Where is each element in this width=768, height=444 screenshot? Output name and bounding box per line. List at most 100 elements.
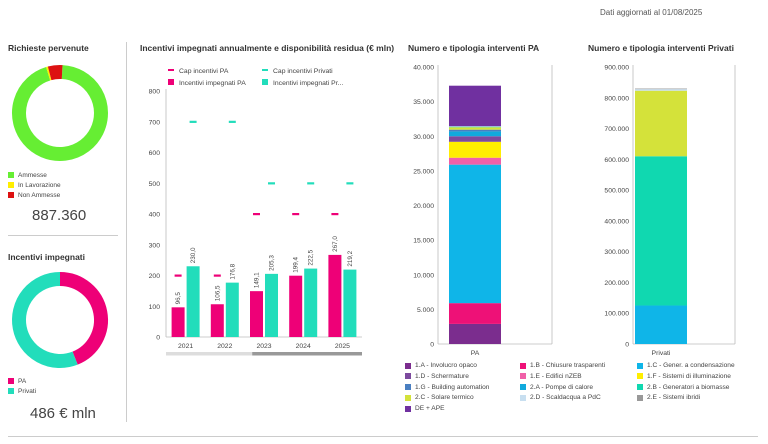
legend-non-ammesse[interactable]: Non Ammesse	[8, 190, 61, 200]
legend-item-1-f-sistemi-di-illuminazione[interactable]: 1.F - Sistemi di illuminazione	[637, 373, 731, 380]
legend-label: Non Ammesse	[18, 191, 61, 199]
vertical-divider	[126, 42, 127, 422]
y-tick-label: 200.000	[604, 280, 629, 287]
stack-segment-1-e-edifici-nzeb	[449, 157, 501, 165]
data-label: 199,4	[293, 256, 300, 272]
stack-segment-de-ape	[449, 85, 501, 127]
pa-interventions-chart: 0 5.000 10.000 15.000 20.000 25.000 30.000 35.0…	[413, 65, 553, 357]
richieste-donut[interactable]	[5, 58, 115, 168]
legend-item-1-g-building-automation[interactable]: 1.G - Building automation	[405, 384, 489, 391]
annual-incentives-chart: Cap incentivi PA Cap incentivi Privati Inc…	[149, 68, 362, 356]
legend-swatch	[637, 384, 643, 391]
data-label: 222,5	[308, 249, 315, 265]
richieste-legend: Ammesse In Lavorazione Non Ammesse	[8, 170, 61, 200]
legend-swatch	[520, 384, 526, 391]
bar-pa-2023	[250, 291, 263, 337]
legend-label: 2.D - Scaldacqua a PdC	[530, 394, 601, 402]
legend-item-1-e-edifici-nzeb[interactable]: 1.E - Edifici nZEB	[520, 373, 582, 380]
privati-chart-title: Numero e tipologia interventi Privati	[588, 43, 734, 53]
y-tick-label: 20.000	[413, 203, 434, 210]
privati-interventions-chart: 0 100.000 200.000 300.000 400.000 500.000 600.…	[604, 65, 736, 357]
legend-swatch	[8, 388, 14, 394]
y-tick-label: 5.000	[417, 307, 434, 314]
legend-label: Cap incentivi Privati	[273, 68, 333, 75]
data-label: 96,5	[175, 292, 182, 305]
y-tick-label: 300.000	[604, 249, 629, 256]
legend-swatch	[8, 172, 14, 178]
last-updated-label: Dati aggiornati al 01/08/2025	[600, 8, 703, 17]
legend-item-1-b-chiusure-trasparenti[interactable]: 1.B - Chiusure trasparenti	[520, 362, 605, 369]
cap-privati-marker-2021	[189, 120, 197, 123]
x-tick-label: PA	[471, 350, 480, 357]
y-tick-label: 100.000	[604, 311, 629, 318]
data-label: 176,8	[229, 263, 236, 279]
legend-item-2-a-pompe-di-calore[interactable]: 2.A - Pompe di calore	[520, 384, 593, 391]
y-tick-label: 400.000	[604, 218, 629, 225]
cap-privati-marker-2023	[268, 182, 275, 185]
bottom-divider	[8, 436, 758, 437]
legend-swatch	[405, 394, 411, 401]
y-tick-label: 10.000	[413, 272, 434, 279]
legend-label: DE + APE	[415, 405, 445, 413]
x-tick-label: Privati	[652, 350, 671, 357]
legend-swatch	[637, 394, 643, 401]
y-tick-label: 300	[149, 242, 161, 249]
data-label: 219,2	[347, 250, 354, 266]
y-tick-label: 700	[149, 119, 161, 126]
bar-pa-2022	[210, 304, 224, 337]
cap-pa-marker-2024	[292, 213, 300, 216]
legend-pa[interactable]: PA	[8, 376, 36, 386]
stack-segment-1-d-schermature	[449, 136, 501, 142]
legend-swatch	[520, 373, 526, 380]
legend-item-2-b-generatori-a-biomasse[interactable]: 2.B - Generatori a biomasse	[637, 384, 729, 391]
legend-swatch	[8, 378, 14, 384]
stack-segment-1-c-gener-a-condensazione	[635, 305, 687, 344]
y-tick-label: 0	[625, 342, 629, 349]
stack-segment-2-b-generatori-a-biomasse	[449, 126, 501, 128]
donut-slice-ammesse	[12, 65, 108, 161]
legend-swatch	[637, 362, 643, 369]
data-label: 149,1	[254, 272, 261, 288]
stack-segment-2-b-generatori-a-biomasse	[635, 156, 687, 306]
cap-privati-marker-2022	[228, 120, 236, 123]
legend-privati[interactable]: Privati	[8, 386, 36, 396]
x-tick-label: 2021	[178, 343, 193, 350]
y-tick-label: 35.000	[413, 99, 434, 106]
y-tick-label: 15.000	[413, 238, 434, 245]
legend-item-2-d-scaldacqua-a-pdc[interactable]: 2.D - Scaldacqua a PdC	[520, 394, 601, 401]
y-tick-label: 200	[149, 273, 161, 280]
legend-item-1-a-involucro-opaco[interactable]: 1.A - Involucro opaco	[405, 362, 477, 369]
y-tick-label: 900.000	[604, 65, 629, 72]
data-label: 205,3	[269, 255, 276, 271]
x-tick-label: 2022	[217, 343, 232, 350]
legend-swatch	[405, 384, 411, 391]
legend-label: PA	[18, 377, 27, 385]
legend-item-1-c-gener-a-condensazione[interactable]: 1.C - Gener. a condensazione	[637, 362, 735, 369]
y-tick-label: 100	[149, 304, 161, 311]
stack-segment-1-a-involucro-opaco	[449, 323, 501, 344]
cap-pa-marker-2021	[174, 274, 182, 277]
range-selector	[252, 352, 362, 356]
bar-pa-2025	[328, 254, 342, 337]
stack-segment-1-f-sistemi-di-illuminazione	[449, 141, 501, 158]
stack-segment-2-d-scaldacqua-a-pdc	[635, 89, 687, 91]
x-tick-label: 2023	[256, 343, 271, 350]
pa-chart-title: Numero e tipologia interventi PA	[408, 43, 540, 53]
bar-privati-2022	[225, 282, 239, 337]
legend-item-1-d-schermature[interactable]: 1.D - Schermature	[405, 373, 469, 380]
data-label: 106,5	[214, 285, 221, 301]
stack-segment-2-a-pompe-di-calore	[449, 131, 501, 137]
stack-segment-2-c-solare-termico	[635, 90, 687, 157]
y-tick-label: 40.000	[413, 65, 434, 72]
legend-item-2-e-sistemi-ibridi[interactable]: 2.E - Sistemi ibridi	[637, 394, 700, 401]
incentivi-donut[interactable]	[5, 265, 115, 375]
y-tick-label: 30.000	[413, 134, 434, 141]
legend-item-2-c-solare-termico[interactable]: 2.C - Solare termico	[405, 394, 474, 401]
legend-item-de-ape[interactable]: DE + APE	[405, 405, 445, 412]
legend-label: Cap incentivi PA	[179, 68, 229, 75]
legend-ammesse[interactable]: Ammesse	[8, 170, 61, 180]
legend-in-lavorazione[interactable]: In Lavorazione	[8, 180, 61, 190]
y-tick-label: 800.000	[604, 95, 629, 102]
incentivi-total: 486 € mln	[30, 405, 96, 422]
richieste-total: 887.360	[32, 207, 87, 224]
